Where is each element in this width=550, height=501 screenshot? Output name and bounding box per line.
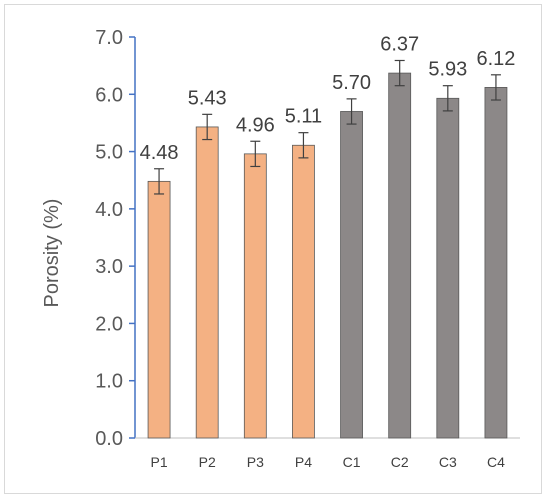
y-tick-label: 3.0 xyxy=(95,256,123,278)
x-tick-label: C2 xyxy=(391,454,409,470)
x-tick-label: P4 xyxy=(295,454,312,470)
y-tick-label: 1.0 xyxy=(95,371,123,393)
data-label: 4.96 xyxy=(236,114,275,136)
x-tick-label: C3 xyxy=(439,454,457,470)
bar-p4 xyxy=(292,144,315,439)
x-tick-label: C1 xyxy=(343,454,361,470)
bar-c1 xyxy=(340,111,363,439)
x-tick-label: P2 xyxy=(199,454,216,470)
bar-c4 xyxy=(484,87,508,439)
x-tick-label: C4 xyxy=(487,454,505,470)
y-tick-label: 6.0 xyxy=(95,84,123,106)
data-label: 6.12 xyxy=(476,48,515,70)
x-tick-label: P3 xyxy=(247,454,264,470)
bar-p2 xyxy=(195,126,219,439)
x-axis: P1 P2 P3 P4 C1 C2 C3 C4 xyxy=(135,437,520,470)
y-tick-label: 4.0 xyxy=(95,199,123,221)
data-label: 5.11 xyxy=(285,106,322,128)
bar-p3 xyxy=(243,153,267,439)
data-label: 4.48 xyxy=(140,142,179,164)
y-axis-title: Porosity (%) xyxy=(41,199,63,308)
error-bars xyxy=(154,59,501,195)
data-label: 5.70 xyxy=(332,72,371,94)
y-tick-label: 2.0 xyxy=(95,313,123,335)
data-label: 6.37 xyxy=(380,33,419,55)
bar-c3 xyxy=(436,97,460,439)
x-tick-label: P1 xyxy=(151,454,168,470)
bar-c2 xyxy=(388,72,412,439)
y-tick-label: 0.0 xyxy=(95,428,123,450)
data-label: 5.93 xyxy=(428,59,467,81)
y-tick-label: 7.0 xyxy=(95,27,123,49)
data-label: 5.43 xyxy=(188,87,227,109)
y-axis: 0.0 1.0 2.0 3.0 4.0 5.0 6.0 7.0 xyxy=(95,27,136,450)
bar-p1 xyxy=(147,180,171,439)
data-labels: 4.48 5.43 4.96 5.11 5.70 6.37 5.93 6.12 xyxy=(140,33,516,163)
y-tick-label: 5.0 xyxy=(95,142,123,164)
bars xyxy=(147,72,508,439)
